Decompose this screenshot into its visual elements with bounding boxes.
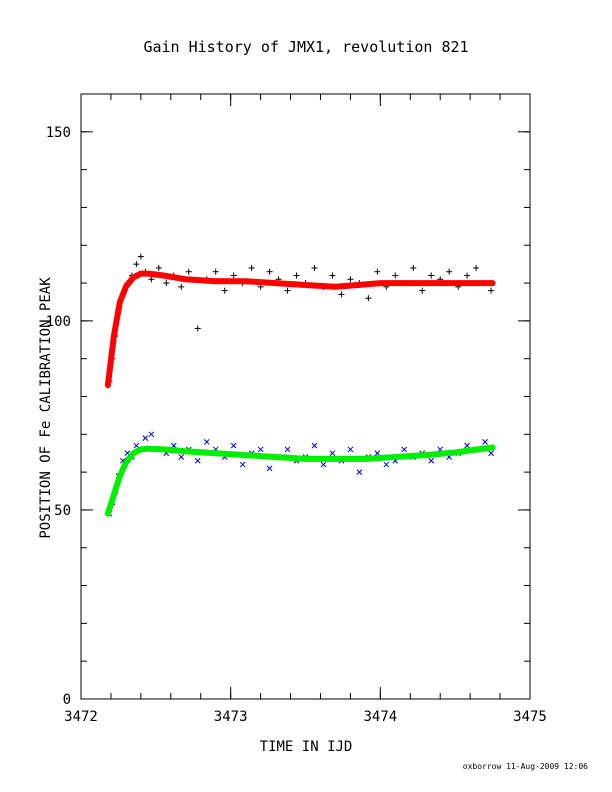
x-axis-label: TIME IN IJD <box>259 739 353 755</box>
plus-marker <box>365 295 372 302</box>
x-marker <box>320 461 327 468</box>
chart-title: Gain History of JMX1, revolution 821 <box>143 38 469 56</box>
marker-stroke <box>178 454 185 460</box>
x-marker <box>329 450 336 457</box>
marker-stroke <box>320 461 327 468</box>
marker-stroke <box>142 435 149 441</box>
x-marker <box>230 442 237 449</box>
plus-marker <box>266 268 273 275</box>
plus-marker <box>194 325 201 332</box>
plot-frame <box>80 93 531 700</box>
plus-marker <box>155 264 162 271</box>
plus-marker <box>248 264 255 271</box>
y-tick-label: 100 <box>46 314 71 330</box>
plus-marker <box>329 272 336 279</box>
x-marker <box>488 450 494 457</box>
x-marker <box>284 446 291 453</box>
y-tick-label: 0 <box>63 692 71 708</box>
x-tick-label: 3473 <box>214 709 248 725</box>
plus-marker <box>133 261 140 268</box>
marker-stroke <box>120 457 126 464</box>
series-2 <box>104 270 496 389</box>
x-marker <box>194 457 201 464</box>
x-marker <box>428 457 435 464</box>
marker-stroke <box>488 450 494 457</box>
marker-stroke <box>257 446 264 453</box>
y-tick-label: 150 <box>46 125 71 141</box>
plus-marker <box>212 268 219 275</box>
plus-marker <box>392 272 399 279</box>
series-1 <box>106 431 494 517</box>
marker-stroke <box>482 439 488 445</box>
x-marker <box>401 446 408 453</box>
x-marker <box>266 465 273 472</box>
marker-stroke <box>284 446 291 453</box>
plus-marker <box>185 268 192 275</box>
fit-curve <box>104 444 496 517</box>
marker-stroke <box>464 442 470 449</box>
x-marker <box>347 446 354 453</box>
plus-marker <box>446 268 453 275</box>
marker-stroke <box>428 457 435 464</box>
marker-stroke <box>239 461 246 468</box>
axis-ticks <box>80 93 531 700</box>
x-marker <box>464 442 470 449</box>
marker-stroke <box>383 461 390 468</box>
x-marker <box>482 439 488 445</box>
marker-stroke <box>230 442 237 449</box>
x-marker <box>257 446 264 453</box>
x-marker <box>374 450 381 457</box>
x-marker <box>148 431 155 438</box>
marker-stroke <box>347 446 354 453</box>
x-marker <box>142 435 149 441</box>
x-marker <box>178 454 185 460</box>
marker-stroke <box>124 450 131 457</box>
marker-stroke <box>401 446 408 453</box>
marker-stroke <box>266 465 273 472</box>
plus-marker <box>419 287 426 294</box>
plus-marker <box>221 287 228 294</box>
fit-curve <box>104 270 496 389</box>
x-tick-label: 3475 <box>513 709 547 725</box>
x-marker <box>383 461 390 468</box>
x-marker <box>203 439 210 445</box>
plus-marker <box>284 287 291 294</box>
y-axis-label: POSITION OF Fe CALIBRATION PEAK <box>38 277 54 539</box>
plus-marker <box>428 272 435 279</box>
plus-marker <box>137 253 144 260</box>
plus-marker <box>163 280 170 287</box>
marker-stroke <box>194 457 201 464</box>
x-marker <box>311 442 318 449</box>
x-marker <box>239 461 246 468</box>
plus-marker <box>338 291 345 298</box>
plus-marker <box>410 264 417 271</box>
x-tick-label: 3472 <box>64 709 98 725</box>
plus-marker <box>374 268 381 275</box>
marker-stroke <box>311 442 318 449</box>
series-layer <box>104 253 496 517</box>
plus-marker <box>347 276 354 283</box>
marker-stroke <box>356 469 363 475</box>
x-marker <box>356 469 363 475</box>
plus-marker <box>178 283 185 290</box>
series-3 <box>104 444 496 517</box>
plus-marker <box>148 276 155 283</box>
plus-marker <box>293 272 300 279</box>
footer-stamp: oxborrow 11-Aug-2009 12:06 <box>462 762 588 771</box>
marker-stroke <box>133 442 140 449</box>
plus-marker <box>464 272 471 279</box>
plus-marker <box>473 264 480 271</box>
y-tick-label: 50 <box>54 503 71 519</box>
plus-marker <box>311 264 318 271</box>
plus-marker <box>488 287 495 294</box>
x-marker <box>133 442 140 449</box>
marker-stroke <box>148 431 155 438</box>
marker-stroke <box>374 450 381 457</box>
marker-stroke <box>329 450 336 457</box>
x-tick-label: 3474 <box>363 709 397 725</box>
axis-tick-labels: 3472 3473 3474 3475 0 50 100 150 <box>46 125 547 725</box>
marker-stroke <box>203 439 210 445</box>
plus-marker <box>230 272 237 279</box>
